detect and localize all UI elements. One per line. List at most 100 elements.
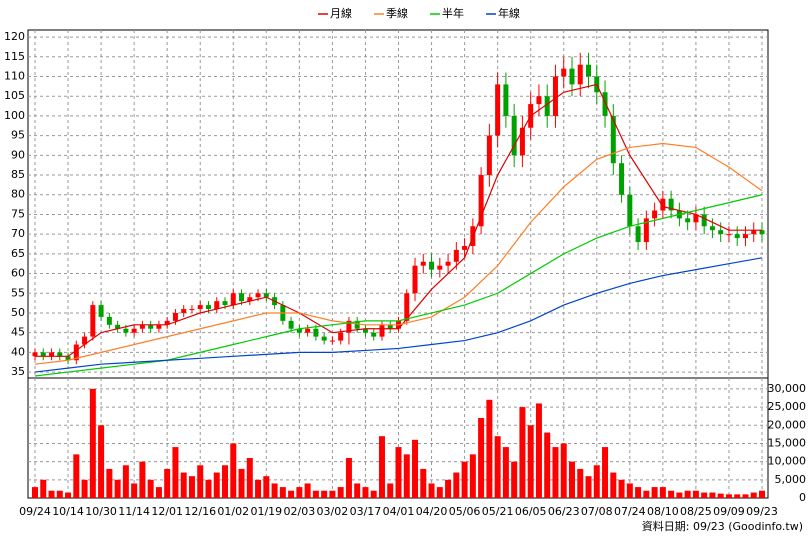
candle-body: [222, 301, 228, 306]
volume-bar: [527, 425, 534, 498]
volume-bar: [734, 494, 741, 498]
volume-bar: [155, 487, 162, 498]
volume-bar: [659, 487, 666, 498]
volume-tick-label: 15,000: [768, 436, 807, 449]
ma-line: [34, 142, 763, 365]
volume-bar: [271, 483, 278, 498]
volume-bar: [478, 418, 485, 498]
x-tick-label: 06/05: [515, 505, 547, 518]
candle-body: [569, 68, 575, 85]
x-tick-label: 02/03: [284, 505, 316, 518]
candle-body: [197, 305, 203, 310]
candle-body: [305, 328, 311, 333]
candle-body: [90, 305, 96, 337]
candle-body: [726, 234, 732, 236]
volume-bar: [81, 479, 88, 498]
x-tick-label: 01/19: [250, 505, 282, 518]
volume-bar: [329, 490, 336, 498]
volume-bar: [246, 458, 253, 498]
volume-bar: [362, 487, 369, 498]
volume-bar: [147, 479, 154, 498]
candle-body: [652, 210, 658, 219]
source-note: 資料日期: 09/23 (Goodinfo.tw): [642, 519, 803, 533]
x-tick-label: 01/02: [217, 505, 249, 518]
volume-bar: [511, 461, 518, 498]
volume-bar: [180, 472, 187, 498]
x-tick-label: 12/01: [151, 505, 183, 518]
x-tick-label: 03/17: [350, 505, 382, 518]
x-tick-label: 05/06: [449, 505, 481, 518]
candle-body: [354, 320, 360, 329]
candle-body: [627, 194, 633, 227]
candle-body: [544, 96, 550, 116]
candle-body: [685, 218, 691, 223]
volume-bar: [453, 472, 460, 498]
volume-bar: [701, 492, 708, 498]
candle-body: [503, 84, 509, 116]
volume-bar: [692, 490, 699, 498]
y-tick-label: 75: [11, 207, 25, 220]
candle-body: [230, 293, 236, 306]
candle-body: [321, 336, 327, 341]
volume-bar: [717, 493, 724, 498]
legend-label: 季線: [386, 6, 408, 20]
candle-body: [519, 127, 525, 156]
candle-body: [329, 340, 335, 342]
candle-body: [462, 245, 468, 250]
x-tick-label: 09/23: [746, 505, 778, 518]
x-tick-label: 09/24: [19, 505, 51, 518]
candle-body: [718, 230, 724, 235]
candle-body: [404, 293, 410, 321]
y-tick-label: 90: [11, 148, 25, 161]
candle-body: [263, 293, 269, 298]
volume-bar: [32, 487, 38, 498]
candle-body: [486, 135, 492, 176]
volume-bar: [403, 454, 410, 498]
candle-body: [701, 214, 707, 227]
legend: 月線 季線 半年 年線: [318, 6, 520, 20]
candle-body: [49, 352, 55, 357]
volume-bar: [56, 490, 63, 498]
candle-body: [420, 261, 426, 266]
volume-bar: [296, 487, 303, 498]
candle-body: [338, 332, 344, 341]
candle-body: [40, 352, 46, 357]
volume-bar: [230, 443, 237, 498]
volume-bar: [684, 490, 691, 498]
volume-bar: [213, 472, 220, 498]
y-tick-label: 115: [4, 50, 25, 63]
candle-body: [214, 301, 220, 310]
volume-bar: [122, 465, 129, 498]
x-tick-label: 06/23: [548, 505, 580, 518]
volume-bar: [321, 490, 328, 498]
candle-body: [635, 226, 641, 243]
candle-body: [610, 115, 616, 164]
candle-body: [313, 328, 319, 337]
y-tick-label: 65: [11, 247, 25, 260]
volume-bar: [188, 476, 195, 498]
candle-body: [181, 309, 187, 313]
candle-body: [123, 328, 129, 333]
volume-bar: [436, 487, 443, 498]
candle-body: [65, 356, 71, 361]
candle-body: [288, 320, 294, 329]
y-tick-label: 70: [11, 227, 25, 240]
candle-body: [643, 218, 649, 243]
volume-bar: [238, 468, 245, 498]
volume-bar: [602, 447, 609, 498]
y-tick-label: 80: [11, 188, 25, 201]
ma-line: [34, 257, 763, 373]
candle-body: [115, 324, 121, 329]
volume-bar: [568, 461, 575, 498]
candle-body: [751, 230, 757, 235]
volume-bar: [420, 468, 427, 498]
volume-bar: [445, 479, 452, 498]
candle-body: [759, 230, 765, 235]
volume-bar: [469, 454, 476, 498]
y-tick-label: 40: [11, 345, 25, 358]
volume-bar: [643, 490, 650, 498]
volume-bar: [651, 487, 658, 498]
y-tick-label: 55: [11, 286, 25, 299]
volume-bar: [98, 425, 105, 498]
candle-body: [668, 198, 674, 211]
